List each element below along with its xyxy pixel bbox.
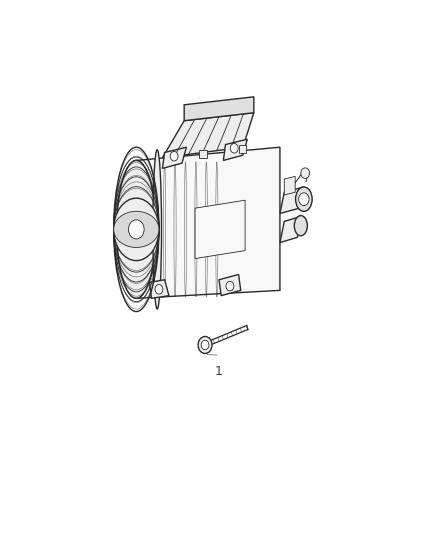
Polygon shape bbox=[280, 216, 302, 243]
Ellipse shape bbox=[117, 160, 156, 298]
Ellipse shape bbox=[296, 187, 312, 212]
Ellipse shape bbox=[114, 198, 159, 261]
Circle shape bbox=[226, 281, 234, 291]
Polygon shape bbox=[284, 176, 295, 195]
Polygon shape bbox=[184, 97, 254, 120]
Polygon shape bbox=[136, 147, 280, 298]
Polygon shape bbox=[219, 274, 241, 296]
Circle shape bbox=[128, 220, 144, 239]
Ellipse shape bbox=[294, 216, 307, 236]
Circle shape bbox=[155, 285, 163, 294]
Polygon shape bbox=[195, 200, 245, 259]
FancyBboxPatch shape bbox=[239, 144, 247, 152]
Circle shape bbox=[170, 151, 178, 161]
FancyBboxPatch shape bbox=[199, 150, 207, 158]
Circle shape bbox=[230, 143, 238, 153]
Polygon shape bbox=[162, 147, 186, 168]
Polygon shape bbox=[280, 187, 304, 214]
Circle shape bbox=[198, 336, 212, 353]
Text: 1: 1 bbox=[215, 365, 223, 377]
Circle shape bbox=[201, 340, 209, 350]
Circle shape bbox=[301, 168, 310, 179]
Polygon shape bbox=[223, 139, 247, 160]
Polygon shape bbox=[149, 280, 169, 298]
Polygon shape bbox=[162, 113, 254, 158]
Ellipse shape bbox=[153, 150, 162, 309]
Ellipse shape bbox=[114, 211, 159, 247]
Ellipse shape bbox=[117, 160, 156, 298]
Circle shape bbox=[299, 193, 309, 206]
